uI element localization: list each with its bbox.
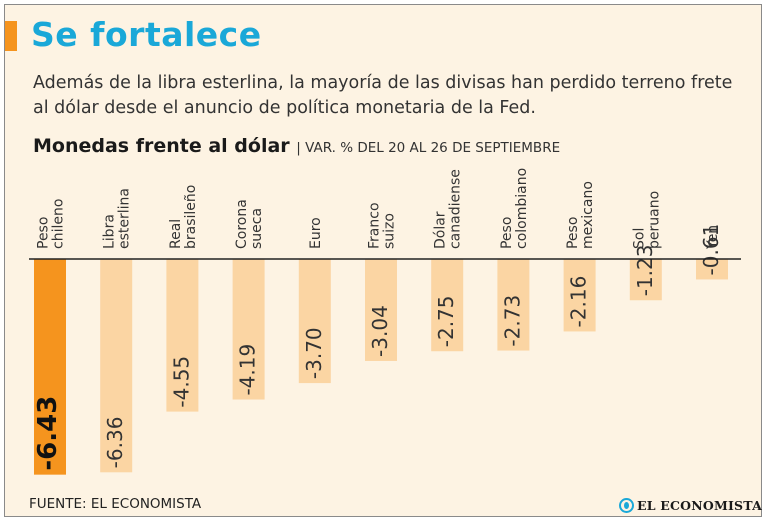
value-label-2: -4.55 — [169, 356, 193, 408]
category-label-1-0: Libra — [102, 214, 118, 249]
value-label-7: -2.73 — [500, 295, 524, 347]
category-label-5-0: Franco — [367, 202, 383, 249]
category-label-7-1: colombiano — [514, 168, 530, 249]
source-note: FUENTE: EL ECONOMISTA — [29, 496, 202, 512]
chart-subtitle: | VAR. % DEL 20 AL 26 DE SEPTIEMBRE — [296, 140, 561, 156]
category-label-5-1: suizo — [382, 213, 398, 249]
title-accent-bar — [5, 21, 17, 51]
value-label-3: -4.19 — [236, 344, 260, 396]
category-label-8-1: mexicano — [580, 181, 596, 249]
page-title: Se fortalece — [31, 15, 262, 54]
category-label-0-1: chileno — [51, 199, 67, 249]
category-label-8-0: Peso — [565, 217, 581, 249]
logo-text: EL ECONOMISTA — [637, 497, 762, 513]
bar-5 — [365, 259, 397, 361]
category-label-0-0: Peso — [36, 217, 52, 249]
value-label-8: -2.16 — [567, 276, 591, 328]
category-label-7-0: Peso — [499, 217, 515, 249]
value-label-6: -2.75 — [434, 295, 458, 347]
chart-title-line: Monedas frente al dólar | VAR. % DEL 20 … — [33, 135, 560, 157]
bar-9 — [629, 259, 662, 301]
bar-10 — [696, 259, 728, 280]
bar-6 — [431, 259, 464, 352]
category-label-4-0: Euro — [308, 217, 324, 249]
bar-4 — [298, 259, 331, 384]
category-label-6-0: Dólar — [433, 211, 449, 249]
category-label-1-1: esterlina — [117, 188, 133, 249]
value-label-10: -0.61 — [699, 224, 723, 276]
category-label-6-1: canadiense — [448, 169, 464, 249]
chart-title: Monedas frente al dólar — [33, 135, 290, 157]
value-label-5: -3.04 — [368, 305, 392, 357]
value-label-1: -6.36 — [103, 417, 127, 469]
bar-2 — [166, 259, 199, 412]
bar-7 — [497, 259, 530, 351]
category-label-9-0: Sol — [631, 228, 647, 249]
value-label-0: -6.43 — [33, 396, 63, 471]
bar-3 — [232, 259, 265, 400]
category-label-3-0: Corona — [234, 199, 250, 249]
bar-1 — [100, 259, 133, 473]
value-label-9: -1.23 — [633, 245, 657, 297]
infographic-frame: Se fortalece Además de la libra esterlin… — [4, 4, 762, 517]
category-label-2-1: brasileño — [183, 185, 199, 249]
category-label-9-1: peruano — [646, 191, 662, 249]
category-label-10-0: Yen — [705, 225, 721, 250]
logo-mark-icon — [619, 497, 634, 513]
value-label-4: -3.70 — [302, 327, 326, 379]
category-label-2-0: Real — [168, 219, 184, 249]
page-subtitle: Además de la libra esterlina, la mayoría… — [33, 73, 733, 118]
bar-0 — [34, 259, 66, 475]
bar-8 — [563, 259, 596, 332]
publisher-logo: EL ECONOMISTA — [619, 494, 762, 516]
category-label-3-1: sueca — [249, 208, 265, 249]
